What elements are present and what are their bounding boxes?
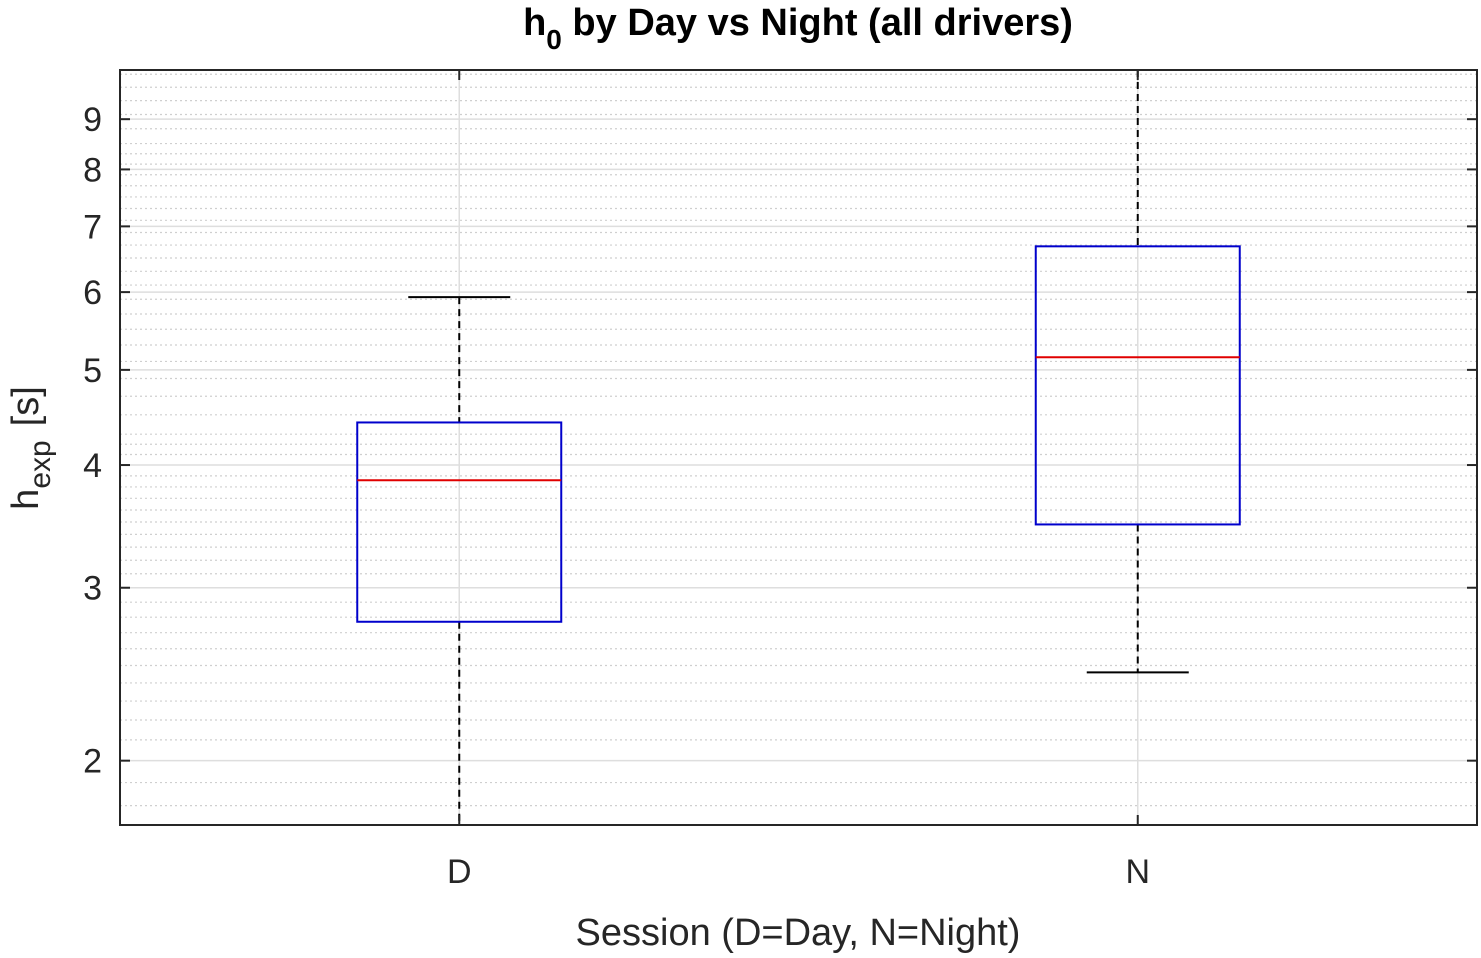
y-tick-label: 4 <box>83 447 102 485</box>
axes: 2 3 4 5 6 7 8 9 D N <box>83 69 1478 891</box>
y-tick-label: 7 <box>83 208 102 246</box>
y-axis-label-subscript: exp <box>24 440 57 488</box>
y-axis-label-unit: [s] <box>5 386 47 426</box>
box-iqr <box>1034 245 1241 526</box>
x-axis-label: Session (D=Day, N=Night) <box>576 912 1021 954</box>
grid-lines <box>120 70 1477 825</box>
y-tick-label: 2 <box>83 743 102 781</box>
boxes <box>356 69 1241 826</box>
chart-title-rest: by Day vs Night (all drivers) <box>562 2 1073 44</box>
chart-title: h0 by Day vs Night (all drivers) <box>523 2 1073 55</box>
y-tick-label: 3 <box>83 570 102 608</box>
x-tick-label: N <box>1125 853 1150 891</box>
y-tick-label: 6 <box>83 274 102 312</box>
y-axis-label-main: h <box>5 489 47 510</box>
y-tick-label: 8 <box>83 151 102 189</box>
y-axis-label: hexp [s] <box>5 386 57 510</box>
chart-title-subscript: 0 <box>546 24 562 55</box>
axes-frame <box>119 69 1478 826</box>
y-tick-label: 9 <box>83 101 102 139</box>
y-tick-label: 5 <box>83 352 102 390</box>
box-iqr <box>356 421 563 623</box>
chart-title-main: h <box>523 2 546 44</box>
x-tick-label: D <box>447 853 472 891</box>
